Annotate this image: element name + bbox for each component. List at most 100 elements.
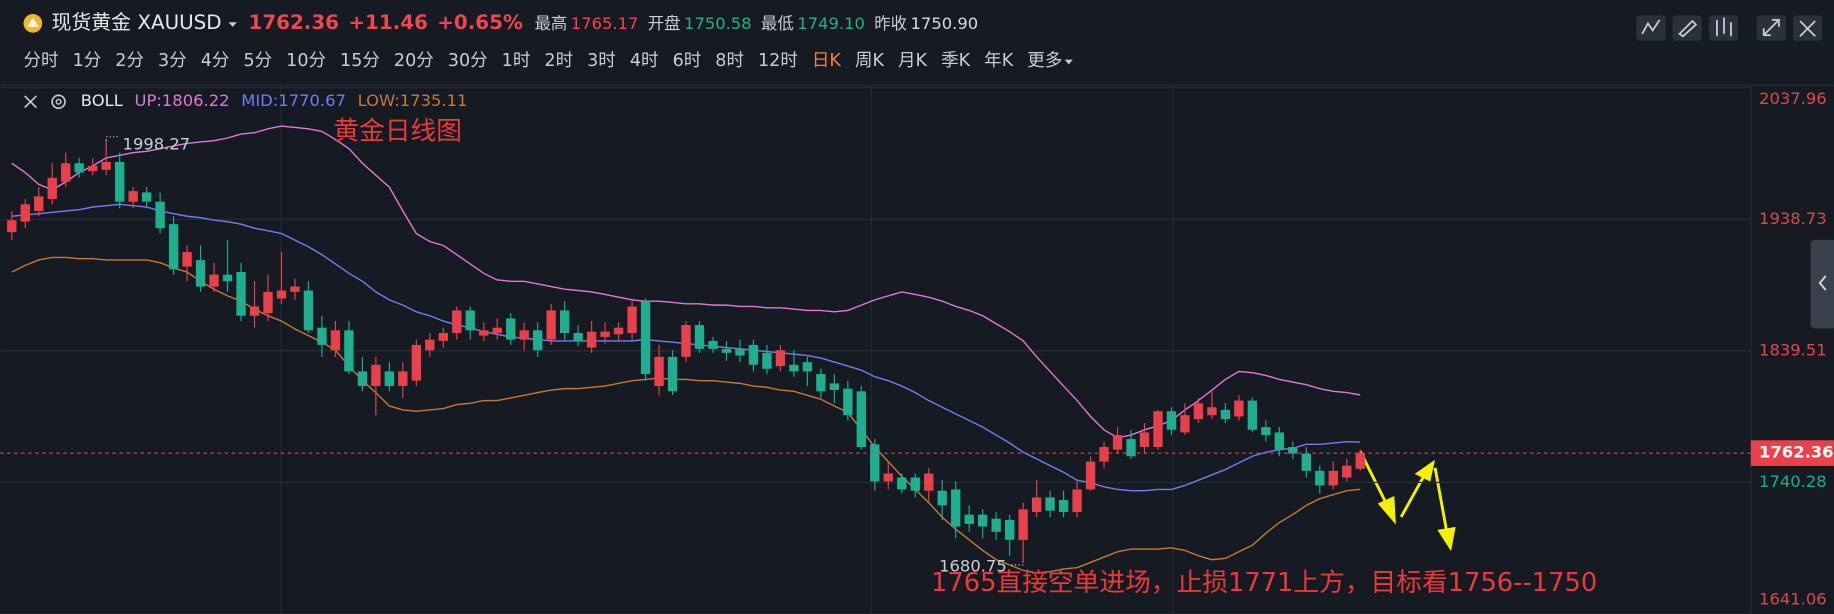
icon-candles [1716,17,1732,37]
candle-body [492,327,502,333]
candle-body [721,348,732,353]
candle-body [613,327,624,335]
arrowhead [1414,459,1435,482]
candle-body [1261,427,1271,436]
icon-expand [1762,19,1780,36]
candle-body [910,477,920,491]
arrow-up [1399,474,1426,518]
timeframe[interactable]: 分时 [23,51,58,71]
candle-body [1072,489,1082,512]
candle-body [1031,497,1042,512]
timeframe[interactable]: 2时 [544,51,573,71]
stat-value: 1750.58 [684,14,752,33]
timeframe[interactable]: 5分 [243,51,272,71]
candle-body [141,192,152,202]
candle-body [276,290,287,299]
candle-body [317,327,327,345]
candle-body [182,252,192,267]
stat-label: 最低 [761,14,794,33]
high-marker [105,136,118,141]
legend-entry: MID:1770.67 [241,91,346,110]
timeframe[interactable]: 1分 [73,51,102,71]
timeframe[interactable]: 月K [898,51,928,71]
timeframe[interactable]: 30分 [448,51,488,71]
timeframe[interactable]: 15分 [340,51,380,71]
timeframe[interactable]: 2分 [115,51,144,71]
candle-body [303,290,314,331]
candle-body [1085,461,1096,490]
timeframe[interactable]: 年K [984,51,1014,71]
candle-body [20,204,30,222]
icon-button[interactable] [1672,15,1702,41]
stat-label: 昨收 [874,14,907,33]
timeframe[interactable]: 20分 [394,51,434,71]
candle-body [924,473,934,491]
candle-body [1166,411,1177,430]
timeframe[interactable]: 3分 [158,51,187,71]
low-label: 1680.75 [939,557,1007,576]
y-tick-label: 1938.73 [1759,209,1827,228]
dropdown-caret[interactable] [1064,59,1073,65]
timeframe[interactable]: 10分 [286,51,326,71]
high-label: 1998.27 [123,135,191,154]
candle-body [438,332,448,341]
candle-body [479,330,489,336]
timeframe[interactable]: 季K [941,51,971,71]
timeframe[interactable]: 日K [812,51,842,71]
candle-body [586,331,597,348]
candle-body [937,490,947,506]
candle-body [1355,453,1365,469]
y-tick-label: 1641.06 [1759,589,1827,608]
icon-close [1799,20,1816,37]
timeframe[interactable]: 1时 [502,51,531,71]
y-tick-label: 2037.96 [1759,89,1827,108]
last-price-tag [1750,440,1834,467]
quote-price: 1762.36 [248,11,339,34]
stat-value: 1765.17 [571,14,639,33]
timeframe[interactable]: 4时 [630,51,659,71]
candle-body [978,514,988,527]
close-indicator[interactable] [24,95,37,109]
arrowhead [1437,526,1456,552]
candle-body [533,330,543,351]
candle-body [168,224,179,270]
arrowhead [1377,495,1396,525]
candle-body [1301,453,1311,471]
dropdown-caret[interactable] [228,22,237,27]
candle-body [1045,497,1055,511]
candle-body [452,310,462,333]
timeframe[interactable]: 周K [855,51,885,71]
candle-body [506,318,516,340]
candle-body [829,383,840,390]
stat-value: 1749.10 [797,14,865,33]
timeframe[interactable]: 12时 [758,51,798,71]
timeframe[interactable]: 6时 [673,51,702,71]
timeframe[interactable]: 更多 [1027,51,1062,71]
candle-body [708,340,718,349]
candle-body [991,518,1001,532]
timeframe[interactable]: 3时 [587,51,616,71]
candle-body [1234,400,1244,417]
indicator-settings[interactable] [51,94,66,109]
candle-body [1018,509,1028,540]
timeframe[interactable]: 4分 [201,51,230,71]
timeframe[interactable]: 8时 [715,51,744,71]
candle-body [7,220,17,233]
legend-entry: LOW:1735.11 [358,91,468,110]
candle-body [775,350,786,367]
stat-label: 最高 [535,14,568,33]
candle-body [249,306,260,316]
candle-body [290,286,300,292]
candle-body [1139,432,1150,448]
candle-body [398,371,408,387]
candle-body [1193,403,1204,420]
stat-value: 1750.90 [911,14,979,33]
toolbar-icons [1636,15,1823,41]
candle-body [1220,409,1231,420]
candle-body [951,489,961,527]
symbol-icon-glyph [26,17,39,27]
candle-body [856,391,866,448]
side-panel-handle[interactable] [1810,239,1834,329]
